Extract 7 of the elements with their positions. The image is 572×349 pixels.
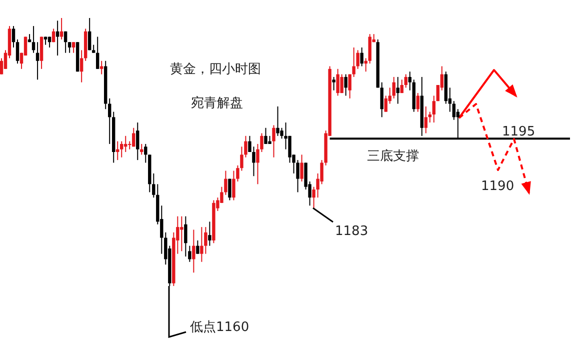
- subtitle: 宛青解盘: [191, 96, 243, 111]
- annotation: 低点1160: [190, 320, 250, 335]
- annotation: 1195: [502, 124, 536, 140]
- annotation: 三底支撑: [367, 149, 419, 164]
- annotation: 1183: [335, 224, 368, 239]
- title: 黄金，四小时图: [170, 62, 261, 77]
- annotation: 1190: [481, 179, 514, 194]
